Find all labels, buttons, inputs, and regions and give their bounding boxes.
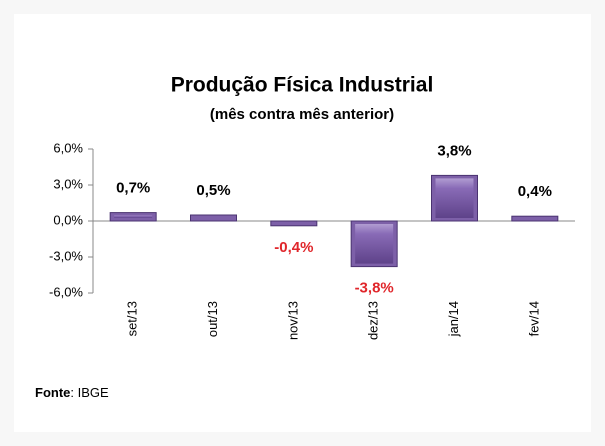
x-tick-label: out/13 [205, 301, 220, 337]
y-tick-label: 6,0% [53, 140, 83, 155]
y-tick-label: 3,0% [53, 176, 83, 191]
bar-bevel [435, 178, 474, 218]
source: Fonte: IBGE [35, 385, 109, 400]
bar-bevel [114, 215, 153, 218]
bar [190, 214, 237, 222]
x-tick-label: jan/14 [446, 301, 461, 337]
x-tick-label: dez/13 [366, 301, 381, 340]
value-label: -3,8% [355, 280, 394, 297]
source-label: Fonte [35, 385, 70, 400]
value-label: -0,4% [274, 239, 313, 256]
bar [511, 215, 559, 222]
value-label: 0,5% [196, 182, 230, 199]
bar [270, 220, 318, 227]
value-label: 0,7% [116, 180, 150, 197]
x-tick-label: fev/14 [526, 301, 541, 336]
y-tick-label: -3,0% [49, 248, 83, 263]
source-text: : IBGE [70, 385, 109, 400]
y-tick-label: -6,0% [49, 284, 83, 299]
bar-bevel [355, 224, 394, 264]
value-label: 3,8% [437, 142, 471, 159]
x-tick-label: set/13 [125, 301, 140, 336]
y-tick-label: 0,0% [53, 212, 83, 227]
chart-subtitle: (mês contra mês anterior) [210, 106, 394, 123]
x-tick-label: nov/13 [285, 301, 300, 340]
value-label: 0,4% [518, 183, 552, 200]
chart-title: Produção Física Industrial [171, 74, 434, 97]
